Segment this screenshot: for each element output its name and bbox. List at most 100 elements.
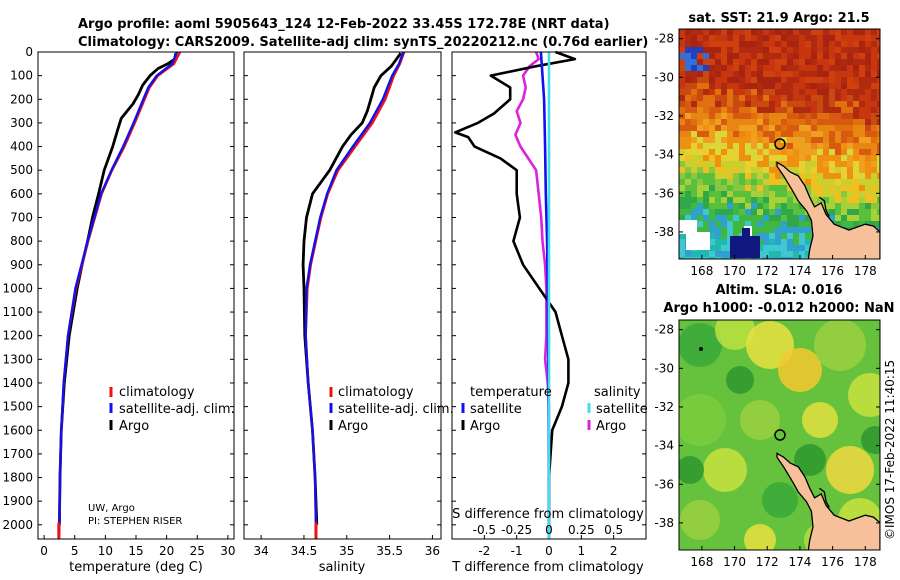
sst-pixel [769,257,776,259]
lon-tick-label: 168 [690,264,713,278]
sst-pixel [733,221,740,228]
depth-tick-label: 1500 [2,400,33,414]
sst-pixel [751,173,758,180]
sst-pixel [727,29,734,36]
sst-pixel [721,143,728,150]
sst-pixel [703,257,710,259]
sst-pixel [691,131,698,138]
sst-pixel [703,83,710,90]
sst-pixel [757,167,764,174]
sst-pixel [715,209,722,216]
legend-satellite-label: satellite-adj. clim. [119,402,235,417]
sst-pixel [811,137,818,144]
sst-pixel [811,119,818,126]
sst-pixel [679,143,686,150]
sst-pixel [871,215,878,222]
sst-pixel [721,137,728,144]
sst-map-area [679,29,880,259]
sst-pixel [751,71,758,78]
sst-pixel [829,125,836,132]
sst-pixel [877,179,880,186]
sst-pixel [721,125,728,132]
sst-pixel [829,77,836,84]
sst-pixel [799,227,806,234]
sst-pixel [877,155,880,162]
sst-pixel [709,197,716,204]
sst-pixel [823,137,830,144]
sst-pixel [727,203,734,210]
sst-pixel [865,161,872,168]
sst-pixel [679,77,686,84]
sst-pixel [841,41,848,48]
sst-pixel [847,167,854,174]
sst-pixel [811,71,818,78]
sst-pixel [787,131,794,138]
sst-pixel [871,191,878,198]
sst-pixel [709,137,716,144]
sst-pixel [859,149,866,156]
sst-pixel [703,89,710,96]
sst-pixel [847,101,854,108]
sst-pixel [751,131,758,138]
sst-pixel [685,173,692,180]
sst-pixel [853,203,860,210]
sst-pixel [727,83,734,90]
sst-pixel [739,101,746,108]
sst-pixel [847,191,854,198]
sst-pixel [853,179,860,186]
sst-pixel [721,155,728,162]
sst-pixel [775,131,782,138]
sst-pixel [709,245,716,252]
sst-pixel [733,167,740,174]
sst-pixel [697,209,704,216]
sst-pixel [877,143,880,150]
sst-pixel [679,125,686,132]
sst-pixel [715,167,722,174]
sst-pixel [727,179,734,186]
sst-pixel [775,203,782,210]
sst-pixel [703,227,710,234]
sst-pixel [823,59,830,66]
sst-pixel [835,131,842,138]
sst-pixel [703,59,710,66]
sst-pixel [715,35,722,42]
sst-pixel [715,179,722,186]
sst-pixel [865,41,872,48]
sst-pixel [757,101,764,108]
sst-pixel [847,137,854,144]
sst-pixel [715,29,722,36]
sst-pixel [781,83,788,90]
sst-pixel [859,185,866,192]
sst-pixel [757,53,764,60]
sst-argo-float-marker [774,138,786,150]
sst-pixel [853,173,860,180]
sst-pixel [679,101,686,108]
sst-pixel [697,179,704,186]
sst-pixel [691,179,698,186]
sst-pixel [685,53,692,60]
sst-pixel [775,245,782,252]
sst-pixel [703,107,710,114]
sst-pixel [763,239,770,246]
sst-pixel [865,203,872,210]
sst-pixel [793,167,800,174]
depth-tick-label: 1200 [2,329,33,343]
series-line-satellite-adj-clim- [57,51,179,540]
sst-pixel [739,209,746,216]
sst-pixel [835,95,842,102]
sst-pixel [691,101,698,108]
sst-pixel [679,149,686,156]
sst-pixel [817,41,824,48]
sst-pixel [847,179,854,186]
sst-pixel [763,221,770,228]
sst-pixel [733,209,740,216]
sst-pixel [805,71,812,78]
sst-pixel [859,41,866,48]
lon-tick-label: 176 [821,555,844,569]
sst-pixel [763,47,770,54]
sst-pixel [793,137,800,144]
sst-pixel [691,71,698,78]
sst-pixel [859,161,866,168]
sst-pixel [685,95,692,102]
sst-pixel [811,131,818,138]
